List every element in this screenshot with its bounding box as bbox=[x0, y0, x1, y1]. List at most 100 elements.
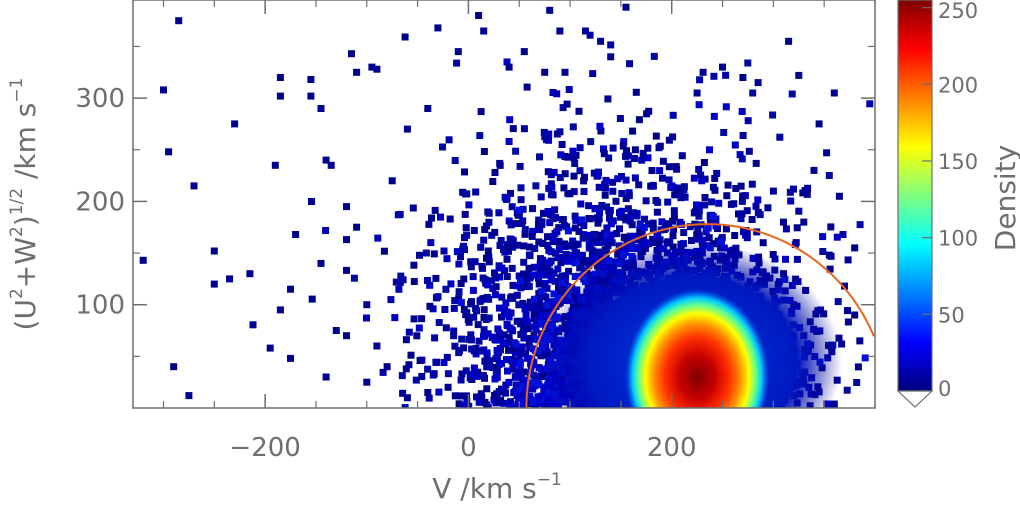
data-point bbox=[616, 115, 624, 122]
data-point bbox=[322, 227, 330, 234]
colorbar-tick-label: 200 bbox=[938, 73, 978, 97]
data-point bbox=[398, 372, 406, 380]
data-point bbox=[655, 240, 663, 248]
data-point bbox=[535, 238, 543, 246]
data-point bbox=[549, 298, 557, 306]
data-point bbox=[628, 234, 636, 242]
data-point bbox=[531, 323, 539, 331]
data-point bbox=[616, 225, 623, 233]
data-point bbox=[495, 263, 503, 271]
data-point bbox=[530, 263, 538, 271]
data-point bbox=[560, 184, 568, 192]
data-point bbox=[680, 229, 688, 236]
data-point bbox=[353, 223, 361, 231]
data-point bbox=[520, 258, 528, 266]
data-point bbox=[635, 181, 643, 189]
data-point bbox=[530, 335, 538, 343]
data-point bbox=[654, 231, 662, 239]
data-point bbox=[558, 141, 566, 148]
data-point bbox=[495, 209, 503, 217]
data-point bbox=[791, 241, 799, 249]
data-point bbox=[700, 159, 708, 166]
data-point bbox=[833, 233, 841, 241]
data-point bbox=[480, 326, 488, 334]
data-point bbox=[485, 218, 493, 226]
data-point bbox=[503, 321, 511, 328]
data-point bbox=[561, 68, 569, 76]
data-point bbox=[457, 280, 465, 287]
data-point bbox=[578, 216, 586, 224]
data-point bbox=[266, 344, 274, 352]
data-point bbox=[539, 337, 547, 345]
data-point bbox=[705, 234, 713, 242]
data-point bbox=[459, 245, 467, 253]
data-point bbox=[586, 31, 594, 39]
data-point bbox=[489, 178, 497, 185]
data-point bbox=[653, 208, 661, 216]
data-point bbox=[520, 125, 528, 133]
data-point bbox=[468, 298, 475, 306]
data-point bbox=[543, 301, 551, 309]
data-point bbox=[738, 197, 746, 205]
data-point bbox=[475, 12, 483, 19]
data-point bbox=[327, 161, 335, 169]
data-point bbox=[664, 238, 672, 246]
data-point bbox=[562, 272, 570, 280]
data-point bbox=[523, 83, 531, 91]
data-point bbox=[505, 378, 513, 386]
data-point bbox=[226, 275, 234, 283]
data-point bbox=[463, 397, 471, 405]
data-point bbox=[484, 208, 492, 216]
data-point bbox=[722, 225, 730, 233]
data-point bbox=[486, 357, 494, 365]
data-point bbox=[521, 397, 529, 405]
data-point bbox=[600, 145, 607, 153]
data-point bbox=[541, 279, 549, 287]
data-point bbox=[410, 278, 418, 285]
data-point bbox=[485, 314, 493, 322]
data-point bbox=[439, 143, 446, 151]
data-point bbox=[595, 183, 603, 191]
data-point bbox=[539, 264, 547, 272]
data-point bbox=[472, 188, 480, 196]
data-point bbox=[451, 392, 459, 400]
data-point bbox=[701, 194, 709, 201]
data-point bbox=[819, 233, 827, 241]
data-point bbox=[830, 400, 838, 408]
data-point bbox=[603, 236, 611, 244]
data-point bbox=[471, 258, 479, 266]
data-point bbox=[534, 299, 542, 307]
data-point bbox=[731, 141, 739, 149]
data-point bbox=[553, 130, 561, 138]
data-point bbox=[535, 280, 543, 288]
data-point bbox=[544, 233, 551, 241]
data-point bbox=[526, 344, 534, 352]
data-point bbox=[435, 388, 443, 396]
data-point bbox=[560, 288, 568, 296]
data-point bbox=[478, 347, 485, 355]
data-point bbox=[446, 215, 454, 223]
data-point bbox=[654, 198, 662, 206]
data-point bbox=[633, 209, 641, 217]
x-tick-label: −200 bbox=[229, 433, 300, 463]
data-point bbox=[571, 224, 579, 232]
data-point bbox=[480, 148, 488, 155]
data-point bbox=[615, 242, 623, 250]
data-point bbox=[509, 243, 517, 251]
data-point bbox=[496, 159, 504, 167]
x-axis-label: V /km s−1 bbox=[432, 470, 562, 505]
data-point bbox=[600, 150, 608, 158]
data-point bbox=[503, 58, 511, 66]
data-point bbox=[437, 213, 444, 221]
data-point bbox=[546, 259, 553, 267]
data-point bbox=[506, 338, 514, 346]
data-point bbox=[460, 344, 468, 352]
data-point bbox=[678, 221, 685, 228]
data-point bbox=[555, 253, 563, 261]
data-point bbox=[516, 162, 524, 170]
data-point bbox=[598, 202, 606, 209]
data-point bbox=[397, 272, 405, 280]
data-point bbox=[476, 297, 484, 305]
data-point bbox=[528, 355, 536, 363]
